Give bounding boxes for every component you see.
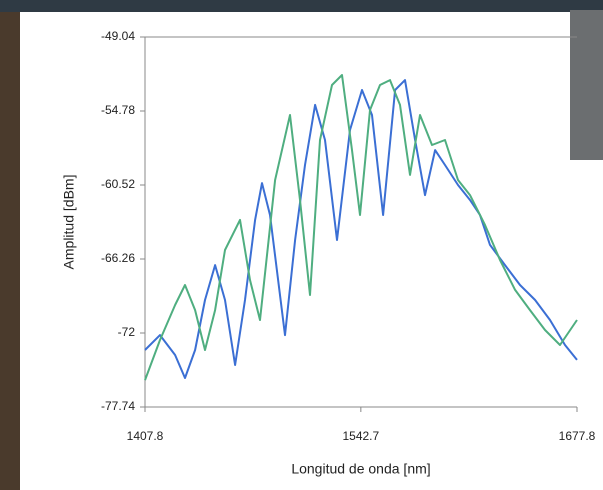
photo-inset	[570, 10, 603, 160]
y-axis-label: Amplitud [dBm]	[61, 175, 77, 270]
x-axis-label: Longitud de onda [nm]	[291, 461, 430, 477]
photo-top	[0, 0, 603, 12]
x-tick-label: 1542.7	[342, 429, 379, 443]
y-tick-label: -60.52	[101, 177, 135, 191]
series-line	[144, 74, 578, 381]
chart-panel	[20, 12, 603, 490]
x-tick-label: 1677.8	[559, 429, 596, 443]
y-tick-label: -54.78	[101, 103, 135, 117]
y-tick-label: -66.26	[101, 251, 135, 265]
y-tick-label: -77.74	[101, 399, 135, 413]
y-tick-label: -72	[118, 325, 136, 339]
x-tick-label: 1407.8	[127, 429, 164, 443]
y-tick-label: -49.04	[101, 29, 135, 43]
